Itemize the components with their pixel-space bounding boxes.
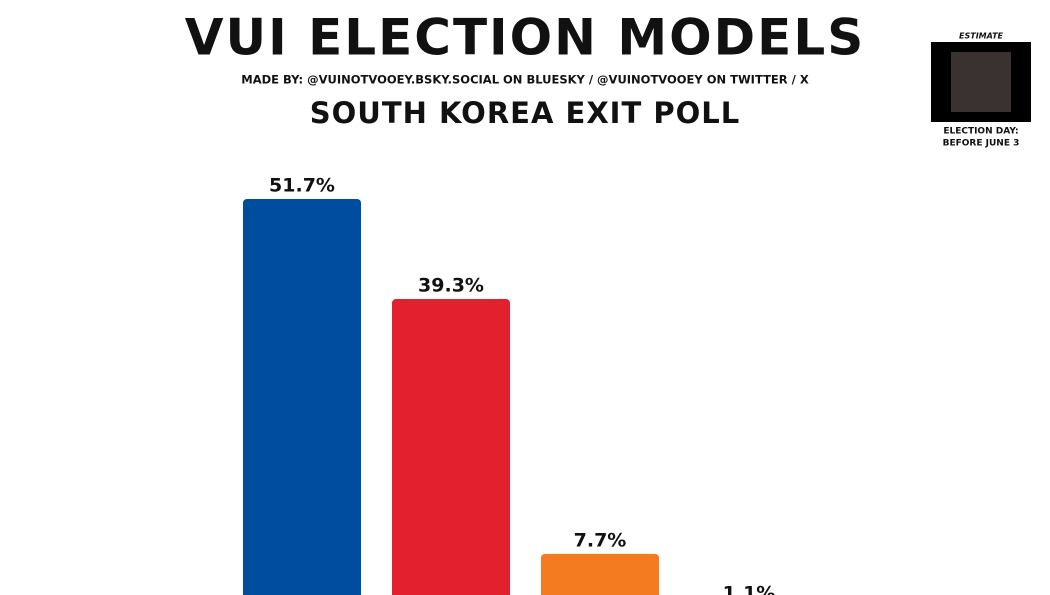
bar (392, 298, 510, 595)
value-label: 51.7% (269, 174, 335, 196)
election-day: BEFORE JUNE 3 (943, 139, 1020, 149)
photo (951, 52, 1011, 112)
value-label: 7.7% (574, 529, 627, 551)
value-label: 1.1% (723, 583, 776, 595)
bar (541, 553, 659, 595)
estimate-label: ESTIMATE (959, 32, 1004, 41)
election-day: ELECTION DAY: (943, 127, 1018, 137)
poll-title: SOUTH KOREA EXIT POLL (310, 96, 740, 130)
subtitle: MADE BY: @VUINOTVOOEY.BSKY.SOCIAL ON BLU… (241, 73, 809, 87)
value-label: 39.3% (418, 274, 484, 296)
chart-title: VUI ELECTION MODELS (185, 9, 865, 67)
bar (243, 198, 361, 595)
